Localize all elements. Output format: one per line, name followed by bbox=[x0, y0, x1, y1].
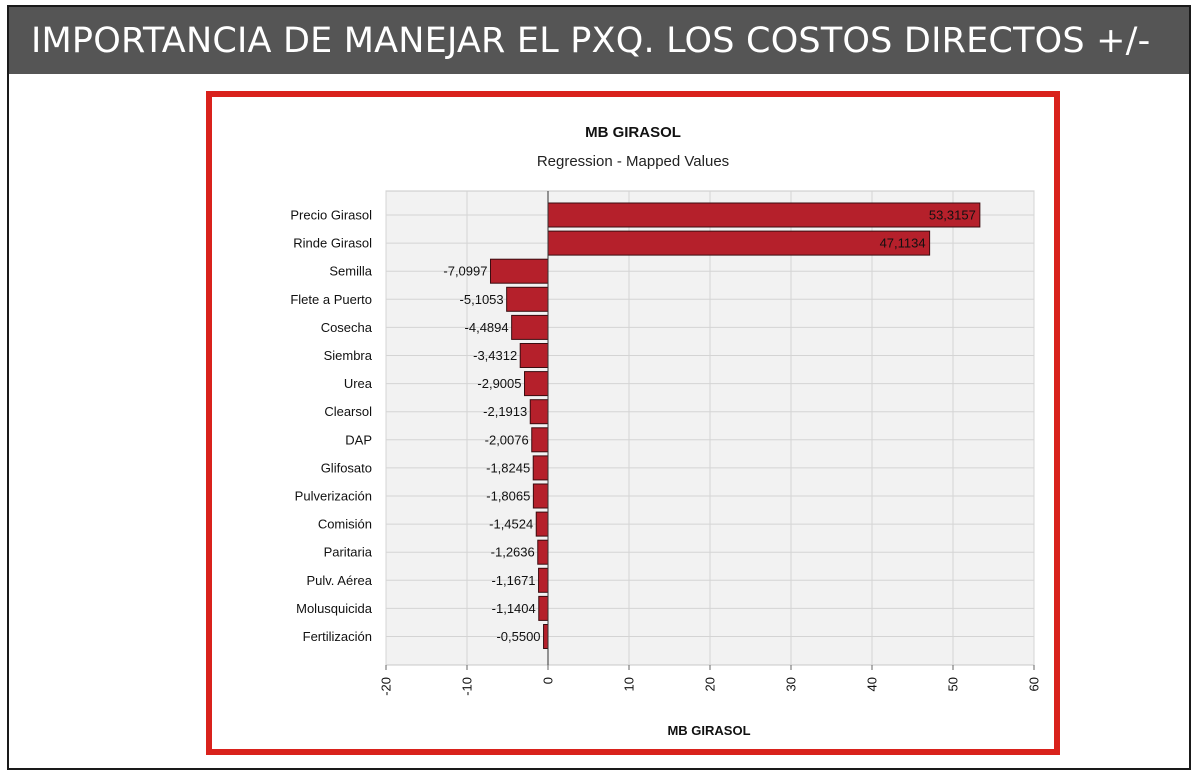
category-label: Comisión bbox=[318, 517, 372, 532]
category-label: Clearsol bbox=[324, 404, 372, 419]
data-label: 47,1134 bbox=[880, 236, 926, 251]
bar bbox=[532, 455, 549, 481]
data-label: -3,4312 bbox=[473, 348, 517, 363]
bar bbox=[524, 371, 549, 397]
slide-frame: IMPORTANCIA DE MANEJAR EL PXQ. LOS COSTO… bbox=[7, 5, 1191, 770]
data-label: -0,5500 bbox=[496, 629, 540, 644]
category-label: Pulverización bbox=[295, 489, 372, 504]
bar bbox=[538, 595, 549, 621]
chart-subtitle: Regression - Mapped Values bbox=[537, 153, 729, 170]
x-axis-label: MB GIRASOL bbox=[667, 723, 750, 738]
bar bbox=[529, 399, 549, 425]
data-label: -5,1053 bbox=[460, 292, 504, 307]
slide-title: IMPORTANCIA DE MANEJAR EL PXQ. LOS COSTO… bbox=[9, 7, 1189, 74]
bar bbox=[519, 343, 549, 368]
category-label: Siembra bbox=[324, 348, 373, 363]
data-label: -1,8245 bbox=[486, 460, 530, 475]
category-label: Semilla bbox=[329, 264, 372, 279]
data-label: -7,0997 bbox=[443, 264, 487, 279]
bar bbox=[532, 483, 549, 509]
x-tick-label: 10 bbox=[622, 677, 637, 691]
data-label: -1,2636 bbox=[491, 545, 535, 560]
data-label: -2,9005 bbox=[477, 376, 521, 391]
category-label: Urea bbox=[344, 376, 373, 391]
category-label: Fertilización bbox=[303, 629, 372, 644]
category-label: DAP bbox=[345, 432, 372, 447]
category-label: Pulv. Aérea bbox=[306, 573, 372, 588]
data-label: -1,1671 bbox=[491, 573, 535, 588]
bar bbox=[511, 314, 549, 340]
category-label: Flete a Puerto bbox=[290, 292, 372, 307]
data-label: 53,3157 bbox=[929, 208, 976, 223]
bar bbox=[489, 258, 549, 284]
category-label: Rinde Girasol bbox=[293, 236, 372, 251]
bar bbox=[506, 286, 549, 312]
chart-title: MB GIRASOL bbox=[585, 124, 681, 141]
bar bbox=[531, 427, 549, 453]
bar bbox=[535, 511, 549, 537]
bar bbox=[538, 567, 549, 593]
category-label: Paritaria bbox=[324, 545, 373, 560]
bar bbox=[537, 539, 549, 565]
category-label: Molusquicida bbox=[296, 601, 373, 616]
category-label: Glifosato bbox=[321, 460, 372, 475]
bar bbox=[547, 202, 981, 228]
data-label: -1,1404 bbox=[492, 601, 536, 616]
x-tick-label: 40 bbox=[865, 677, 880, 691]
category-label: Precio Girasol bbox=[290, 208, 372, 223]
bar-chart: MB GIRASOL Regression - Mapped Values Pr… bbox=[290, 124, 1042, 738]
x-tick-label: -20 bbox=[379, 677, 394, 696]
bar bbox=[543, 624, 549, 649]
data-label: -4,4894 bbox=[465, 320, 509, 335]
bar bbox=[547, 230, 931, 256]
x-tick-label: -10 bbox=[460, 677, 475, 696]
x-tick-label: 0 bbox=[541, 677, 556, 684]
x-tick-label: 50 bbox=[946, 677, 961, 691]
x-tick-label: 60 bbox=[1027, 677, 1042, 691]
data-label: -2,1913 bbox=[483, 404, 527, 419]
data-label: -1,8065 bbox=[486, 489, 530, 504]
category-label: Cosecha bbox=[321, 320, 373, 335]
chart-frame: MB GIRASOL Regression - Mapped Values Pr… bbox=[206, 91, 1060, 755]
data-label: -2,0076 bbox=[485, 432, 529, 447]
x-tick-label: 30 bbox=[784, 677, 799, 691]
x-tick-label: 20 bbox=[703, 677, 718, 691]
data-label: -1,4524 bbox=[489, 517, 533, 532]
